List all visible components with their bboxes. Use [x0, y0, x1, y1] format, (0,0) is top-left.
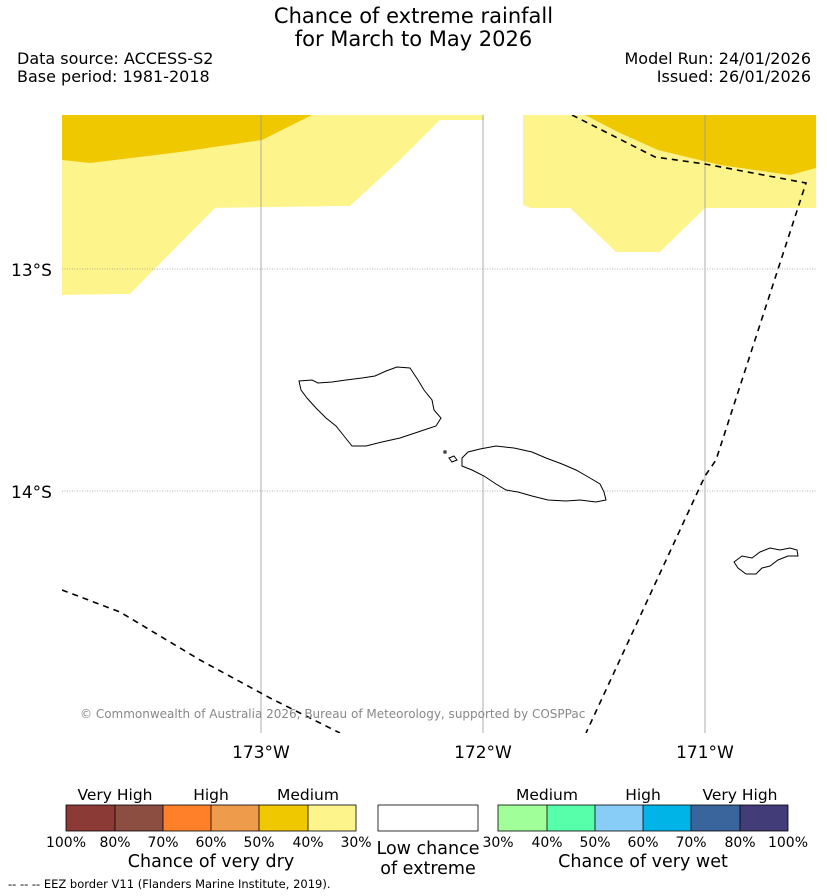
manono-island	[448, 455, 458, 463]
wet-tick: 40%	[531, 835, 562, 851]
wet-swatch-50-60	[595, 805, 643, 831]
wet-swatch-40-50	[547, 805, 595, 831]
dry-cat-high: High	[193, 786, 229, 804]
dry-colorbar-title: Chance of very dry	[128, 852, 294, 872]
dry-tick: 100%	[46, 835, 86, 851]
wet-tick: 50%	[579, 835, 610, 851]
upolu-island	[461, 445, 607, 503]
wet-cat-high: High	[625, 786, 661, 804]
issued-date: Issued: 26/01/2026	[656, 67, 811, 86]
dry-cat-medium: Medium	[277, 786, 339, 804]
copyright-notice: © Commonwealth of Australia 2026, Bureau…	[80, 707, 585, 721]
dry-tick: 70%	[147, 835, 178, 851]
map-title-line2: for March to May 2026	[294, 27, 533, 51]
wet-tick: 100%	[768, 835, 808, 851]
medium-yellow-region-east	[585, 115, 816, 175]
tutuila-island	[733, 547, 799, 575]
dry-colorbar	[65, 804, 357, 832]
wet-tick: 70%	[675, 835, 706, 851]
dry-swatch-70-60	[163, 805, 211, 831]
low-chance-swatch	[377, 804, 479, 832]
dry-swatch-50-40	[259, 805, 308, 831]
dry-swatch-60-50	[211, 805, 259, 831]
wet-tick: 60%	[627, 835, 658, 851]
data-source: Data source: ACCESS-S2	[17, 49, 214, 68]
model-run: Model Run: 24/01/2026	[624, 49, 812, 68]
dry-swatch-100-80	[66, 805, 115, 831]
light-yellow-region-west	[62, 115, 816, 252]
wet-swatch-30-40	[498, 805, 547, 831]
islands	[298, 366, 799, 575]
low-chance-line1: Low chance	[377, 839, 480, 859]
dry-swatch-40-30	[308, 805, 356, 831]
low-chance-center	[62, 115, 816, 733]
low-chance-line2: of extreme	[380, 859, 476, 879]
wet-colorbar-title: Chance of very wet	[558, 852, 728, 872]
wet-swatch-60-70	[643, 805, 691, 831]
dry-swatch-80-70	[115, 805, 163, 831]
savaii-island	[298, 366, 442, 447]
wet-tick: 80%	[724, 835, 755, 851]
wet-swatch-70-80	[691, 805, 740, 831]
dry-tick: 40%	[292, 835, 323, 851]
eez-border	[62, 115, 808, 733]
dry-tick: 60%	[195, 835, 226, 851]
dry-tick: 50%	[243, 835, 274, 851]
lon-label-171w: 171°W	[676, 743, 734, 763]
probability-shading	[62, 115, 816, 733]
apolima-island	[443, 450, 447, 454]
wet-cat-very-high: Very High	[702, 786, 777, 804]
dry-tick: 80%	[99, 835, 130, 851]
dry-tick: 30%	[340, 835, 371, 851]
eez-footnote: -- -- -- EEZ border V11 (Flanders Marine…	[8, 877, 330, 891]
map-title-line1: Chance of extreme rainfall	[273, 4, 554, 28]
medium-yellow-region-west	[62, 115, 312, 163]
light-yellow-region-left	[62, 115, 440, 295]
wet-cat-medium: Medium	[516, 786, 578, 804]
dry-cat-very-high: Very High	[77, 786, 152, 804]
base-period: Base period: 1981-2018	[17, 67, 210, 86]
lon-label-172w: 172°W	[454, 743, 512, 763]
wet-tick: 30%	[482, 835, 513, 851]
lat-label-14s: 14°S	[11, 483, 52, 503]
wet-swatch-80-100	[740, 805, 788, 831]
wet-colorbar	[497, 804, 789, 832]
gridlines	[62, 115, 816, 733]
lon-label-173w: 173°W	[232, 743, 290, 763]
lat-label-13s: 13°S	[11, 261, 52, 281]
